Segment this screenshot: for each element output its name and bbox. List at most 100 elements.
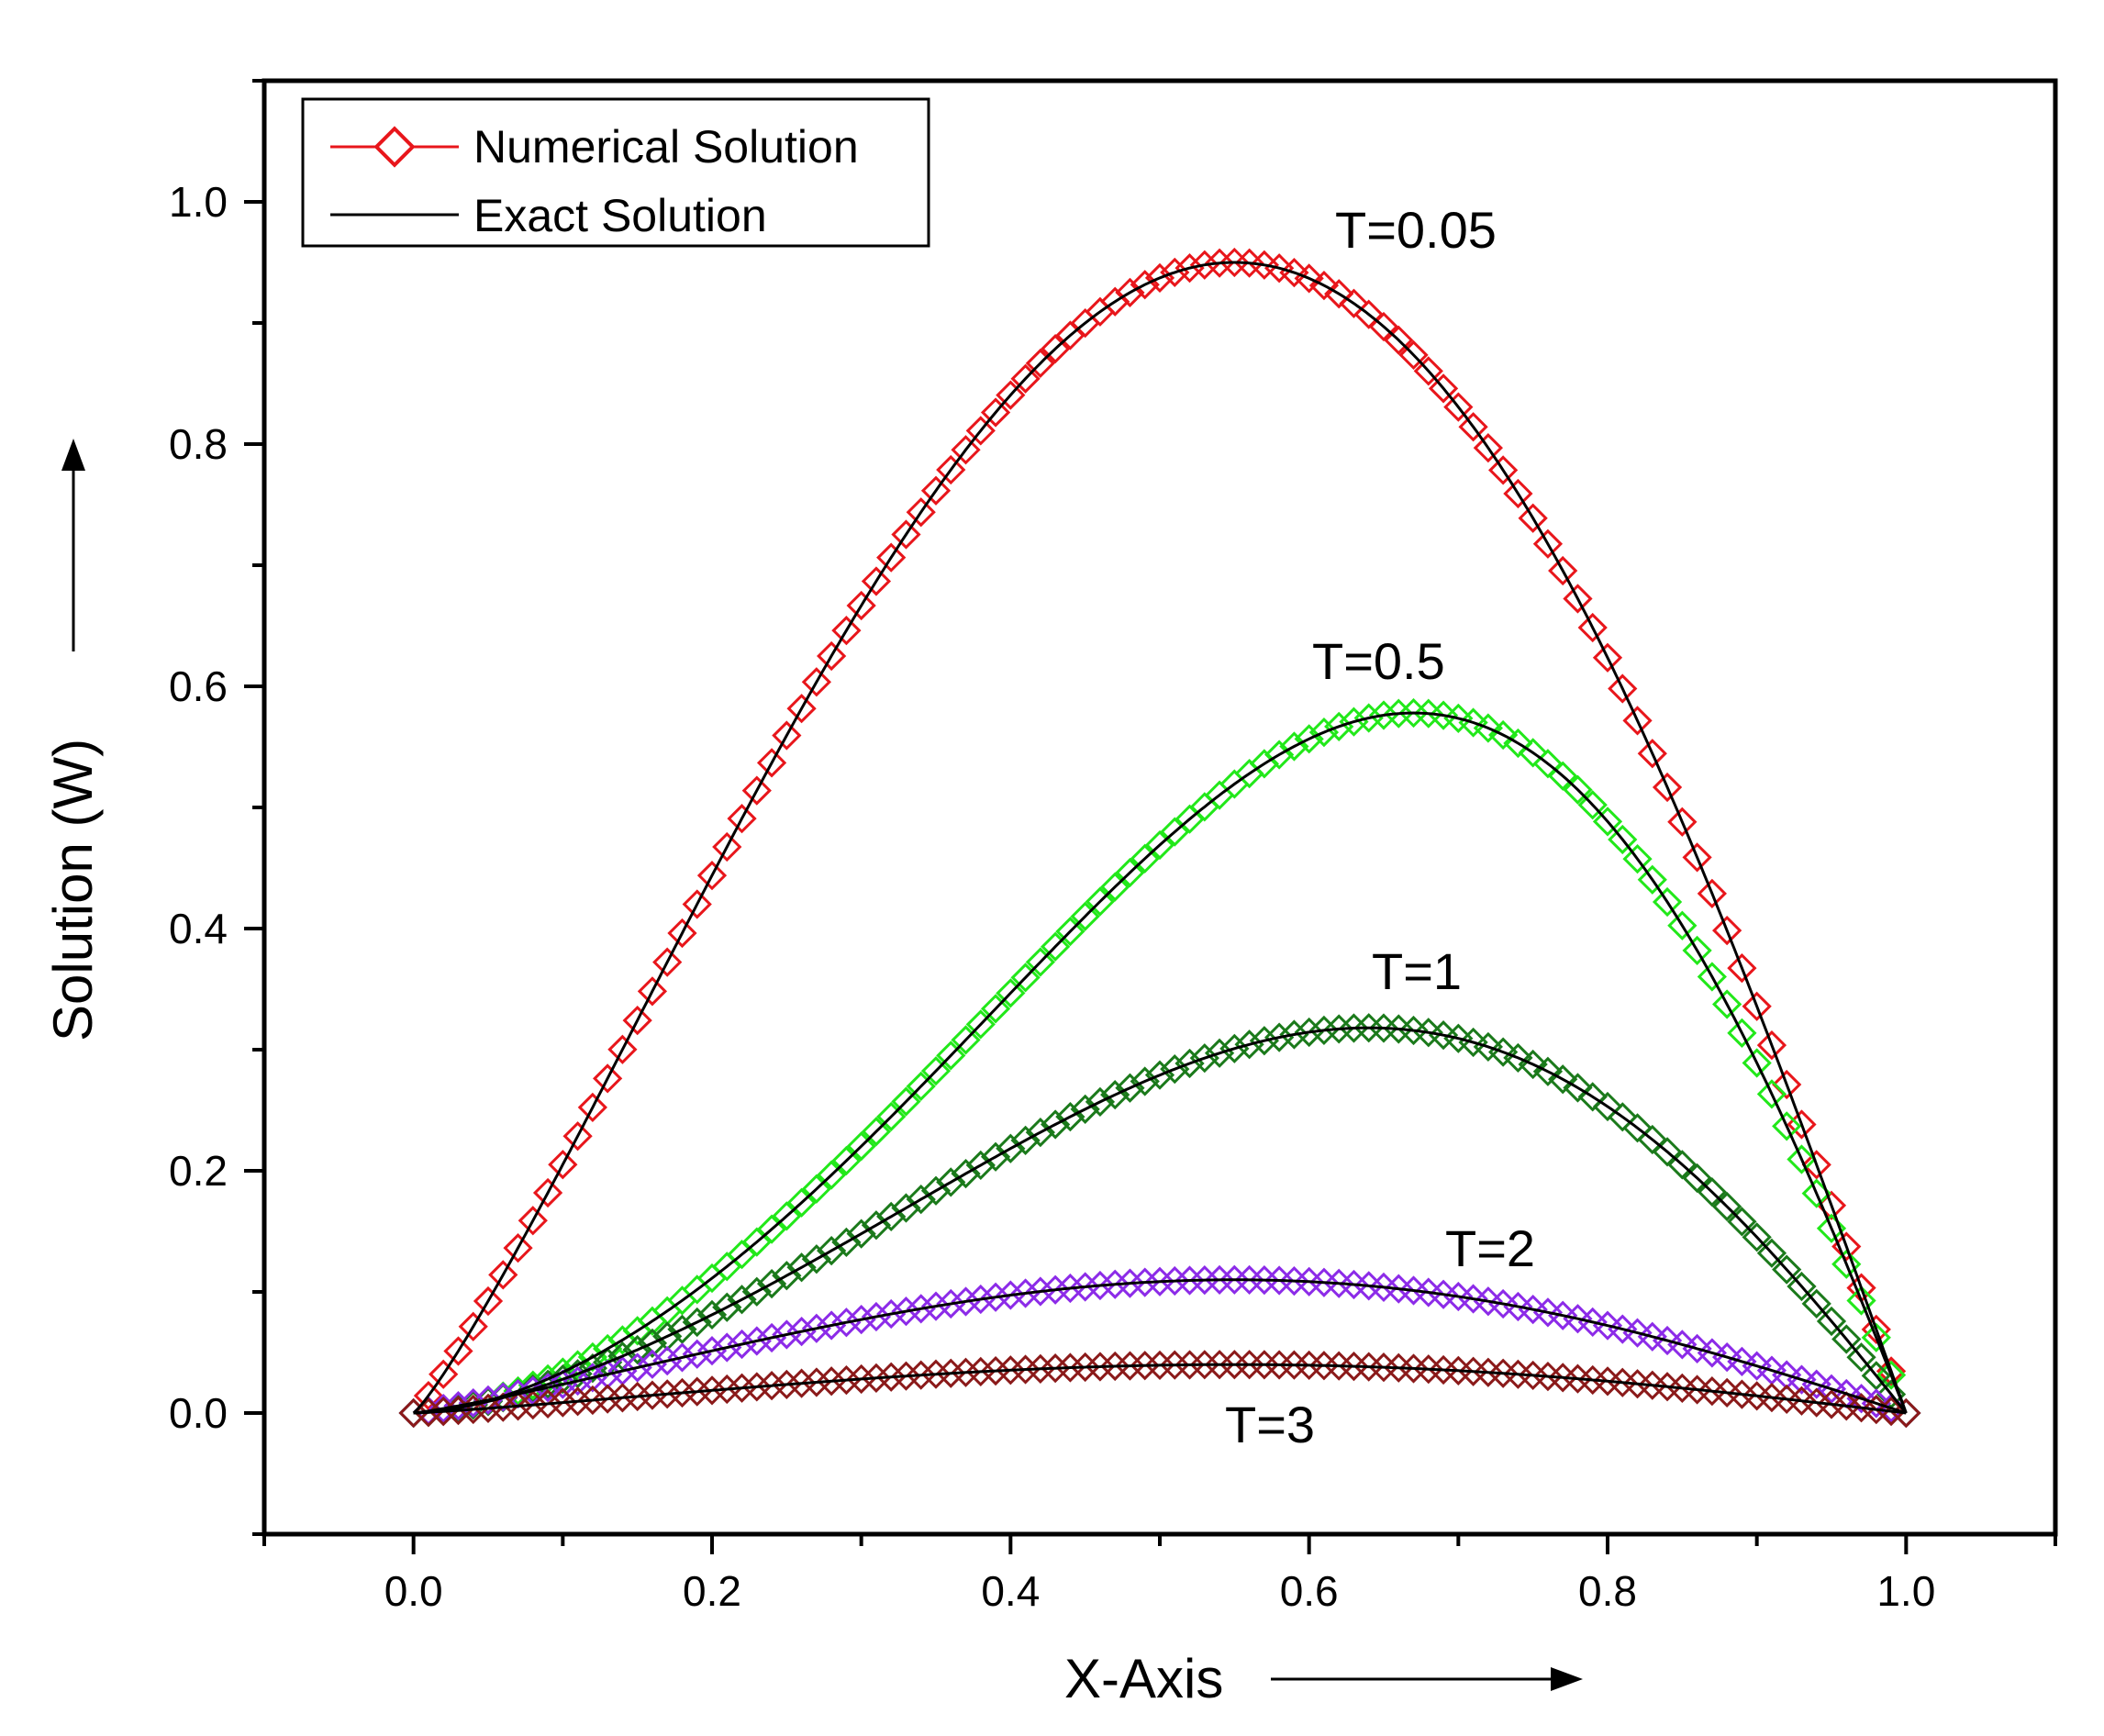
numerical-point xyxy=(1144,1266,1175,1296)
numerical-point xyxy=(1548,761,1578,791)
numerical-point xyxy=(622,1005,652,1036)
numerical-point xyxy=(936,454,966,485)
numerical-point xyxy=(1831,1249,1862,1279)
numerical-point xyxy=(607,1034,638,1064)
numerical-point xyxy=(1160,257,1190,287)
numerical-point xyxy=(1861,1322,1891,1352)
legend: Numerical Solution Exact Solution xyxy=(301,97,930,248)
numerical-point xyxy=(1115,1268,1145,1298)
numerical-point xyxy=(1756,1079,1787,1109)
numerical-point xyxy=(876,542,907,573)
numerical-point xyxy=(622,1352,652,1383)
legend-numerical-marker xyxy=(373,126,416,168)
numerical-point xyxy=(741,775,772,806)
numerical-point xyxy=(1219,1264,1250,1295)
numerical-point xyxy=(652,1345,683,1376)
numerical-point xyxy=(906,1360,936,1390)
numerical-point xyxy=(1622,843,1653,874)
numerical-point xyxy=(1548,555,1578,586)
numerical-point xyxy=(1697,962,1727,992)
numerical-point xyxy=(1144,829,1175,861)
numerical-point xyxy=(518,1206,548,1236)
numerical-point xyxy=(682,889,712,919)
numerical-point xyxy=(756,1214,787,1244)
numerical-point xyxy=(1622,706,1653,736)
numerical-point xyxy=(1368,311,1399,342)
numerical-point xyxy=(1339,1013,1369,1043)
numerical-point xyxy=(429,1359,459,1389)
numerical-point xyxy=(876,1298,907,1330)
numerical-point xyxy=(1279,1350,1309,1380)
numerical-point xyxy=(831,616,862,646)
numerical-point xyxy=(1727,952,1757,984)
numerical-point xyxy=(1637,739,1667,769)
numerical-point xyxy=(1787,1144,1817,1174)
numerical-point xyxy=(1353,703,1384,733)
numerical-point xyxy=(1592,807,1623,837)
numerical-point xyxy=(727,1373,757,1403)
numerical-point xyxy=(1801,1369,1831,1399)
numerical-point xyxy=(1115,1351,1145,1381)
numerical-point xyxy=(1025,348,1055,379)
y-axis-title: Solution (W) xyxy=(42,739,104,1041)
numerical-point xyxy=(817,1366,847,1397)
x-tick-label: 0.8 xyxy=(1578,1567,1637,1615)
numerical-point xyxy=(488,1392,518,1422)
numerical-point xyxy=(1384,698,1414,729)
numerical-point xyxy=(1727,1346,1757,1376)
numerical-point xyxy=(1070,1272,1100,1302)
curve-label-t1: T=1 xyxy=(1372,942,1462,1000)
numerical-point xyxy=(1294,1017,1324,1048)
numerical-point xyxy=(503,1233,533,1263)
numerical-point xyxy=(1488,455,1519,485)
y-tick-label: 1.0 xyxy=(169,178,228,226)
exact-line-2 xyxy=(413,1026,1908,1415)
legend-numerical-label: Numerical Solution xyxy=(473,121,859,172)
numerical-point xyxy=(1831,1324,1862,1354)
x-axis-arrow-head xyxy=(1551,1667,1583,1691)
numerical-point xyxy=(920,1359,952,1389)
numerical-point xyxy=(1204,1264,1235,1296)
numerical-point xyxy=(473,1285,504,1317)
numerical-point xyxy=(1160,1350,1190,1380)
numerical-point xyxy=(1353,299,1384,329)
numerical-point xyxy=(1085,1270,1116,1301)
numerical-point xyxy=(1144,1350,1175,1381)
numerical-point xyxy=(1100,1351,1130,1382)
numerical-point xyxy=(1622,1113,1653,1143)
numerical-point xyxy=(1443,392,1474,422)
numerical-point xyxy=(1308,1015,1340,1046)
numerical-point xyxy=(861,1301,892,1332)
numerical-point xyxy=(1697,1177,1727,1207)
numerical-point xyxy=(980,994,1011,1024)
numerical-point xyxy=(772,1201,802,1231)
numerical-point xyxy=(1861,1388,1891,1419)
numerical-point xyxy=(667,1377,697,1408)
y-axis-arrow-head xyxy=(61,439,85,471)
numerical-point xyxy=(593,1384,623,1414)
numerical-point xyxy=(577,1092,607,1123)
numerical-point xyxy=(876,1101,907,1132)
numerical-point xyxy=(1264,1022,1295,1052)
numerical-point xyxy=(1010,1278,1041,1308)
numerical-point xyxy=(1756,1238,1787,1268)
numerical-point xyxy=(1130,1351,1160,1381)
numerical-point xyxy=(1174,1350,1205,1380)
numerical-point xyxy=(1174,1265,1205,1296)
numerical-point xyxy=(996,380,1026,410)
x-axis-title: X-Axis xyxy=(1064,1648,1223,1709)
numerical-point xyxy=(1085,1352,1116,1382)
numerical-point xyxy=(906,497,936,528)
numerical-point xyxy=(772,720,802,751)
numerical-point xyxy=(861,1363,892,1393)
numerical-point xyxy=(817,1160,847,1190)
numerical-point xyxy=(1772,1254,1802,1285)
numerical-point xyxy=(920,475,952,506)
numerical-point xyxy=(1025,947,1055,977)
numerical-point xyxy=(1846,1342,1876,1373)
numerical-point xyxy=(696,1375,728,1406)
exact-line-1 xyxy=(413,711,1908,1415)
numerical-series-0 xyxy=(398,247,1921,1429)
x-tick-label: 0.6 xyxy=(1280,1567,1339,1615)
numerical-point xyxy=(906,1294,936,1324)
